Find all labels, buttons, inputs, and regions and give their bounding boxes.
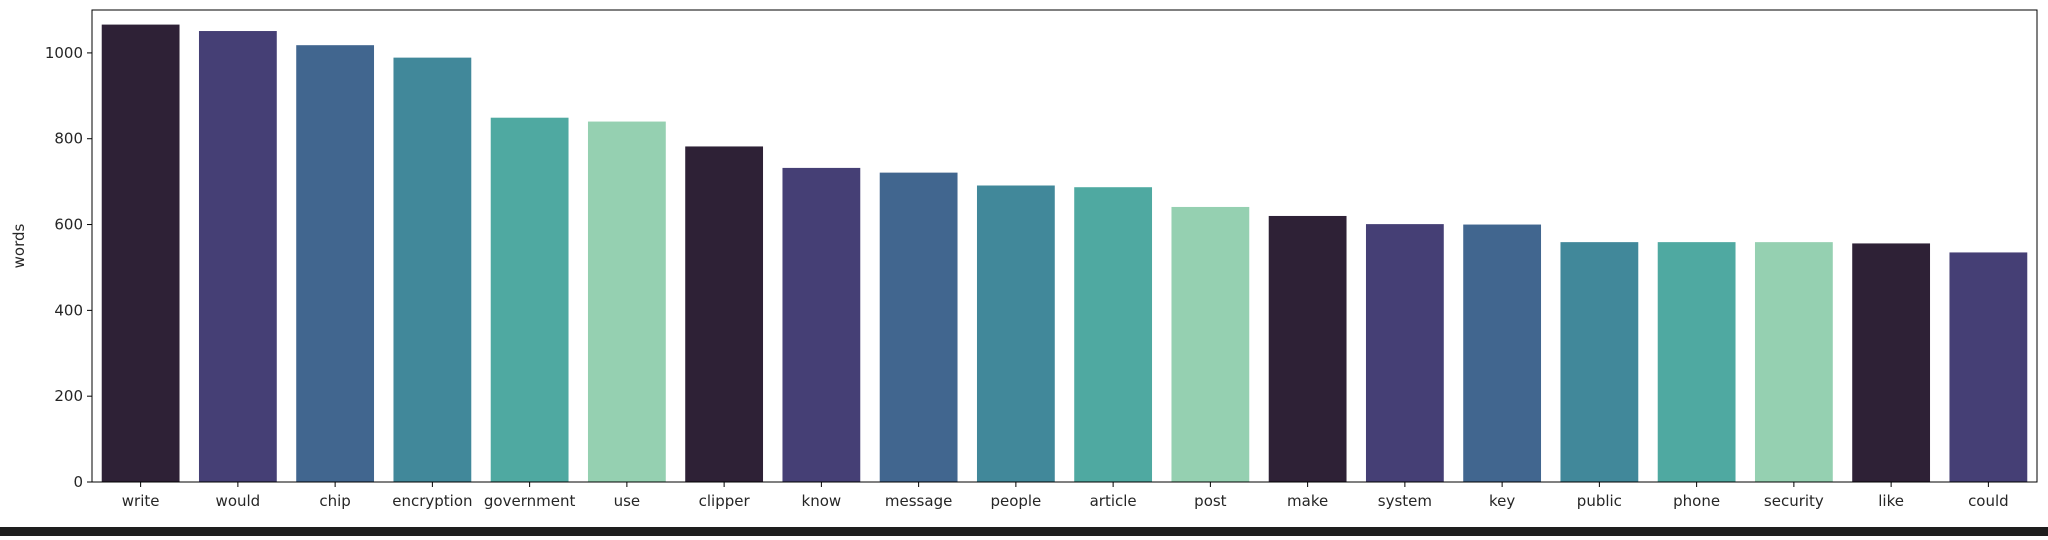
- y-tick-label: 400: [54, 301, 83, 319]
- x-tick-label: clipper: [699, 492, 751, 510]
- footer-bar: [0, 527, 2048, 536]
- x-tick-label: chip: [319, 492, 350, 510]
- bars-layer: [101, 24, 2028, 483]
- x-tick-label: message: [885, 492, 952, 510]
- x-tick-label: article: [1090, 492, 1137, 510]
- x-tick-label: government: [484, 492, 576, 510]
- x-tick-label: people: [990, 492, 1041, 510]
- bar-could: [1949, 252, 2028, 482]
- x-tick-label: post: [1194, 492, 1227, 510]
- bar-know: [782, 167, 861, 482]
- x-tick-label: security: [1764, 492, 1824, 510]
- bar-article: [1074, 187, 1153, 482]
- bar-clipper: [685, 146, 764, 482]
- bar-make: [1268, 215, 1347, 483]
- bar-like: [1852, 243, 1931, 482]
- x-tick-label: like: [1878, 492, 1904, 510]
- y-axis-label: words: [10, 223, 28, 268]
- y-tick-label: 1000: [45, 44, 83, 62]
- x-tick-label: would: [216, 492, 261, 510]
- bar-encryption: [393, 57, 472, 482]
- x-tick-label: could: [1968, 492, 2009, 510]
- bar-post: [1171, 206, 1250, 482]
- x-tick-label: key: [1489, 492, 1515, 510]
- y-tick-label: 200: [54, 387, 83, 405]
- bar-phone: [1657, 242, 1736, 482]
- plot-frame: [91, 9, 2038, 483]
- x-tick-label: system: [1378, 492, 1432, 510]
- x-tick-label: write: [122, 492, 160, 510]
- x-tick-label: know: [802, 492, 842, 510]
- bar-government: [490, 117, 569, 483]
- y-tick-label: 600: [54, 216, 83, 234]
- bar-people: [976, 185, 1055, 483]
- y-tick-label: 0: [73, 473, 83, 491]
- bar-security: [1754, 242, 1833, 482]
- bar-chip: [296, 45, 375, 482]
- bar-would: [198, 31, 277, 483]
- bar-write: [101, 24, 180, 483]
- x-tick-label: public: [1577, 492, 1622, 510]
- x-axis: write would chip encryption government use cli…: [122, 482, 2009, 510]
- bar-key: [1463, 224, 1542, 482]
- bar-system: [1365, 224, 1444, 482]
- bar-message: [879, 172, 958, 482]
- y-tick-label: 800: [54, 130, 83, 148]
- x-tick-label: make: [1287, 492, 1328, 510]
- x-tick-label: phone: [1673, 492, 1720, 510]
- x-tick-label: encryption: [392, 492, 472, 510]
- bar-use: [587, 121, 666, 483]
- bar-public: [1560, 242, 1639, 482]
- y-axis: 0 200 400 600 800 1000: [45, 44, 92, 491]
- x-tick-label: use: [614, 492, 641, 510]
